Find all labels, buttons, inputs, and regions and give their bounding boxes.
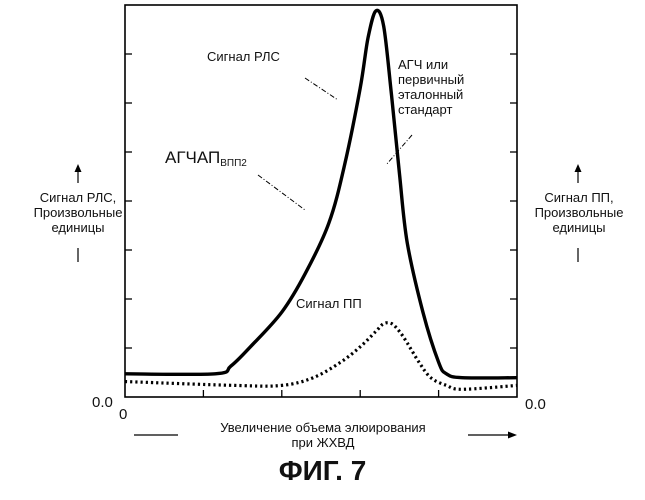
annotation-agch-standard: АГЧ или первичный эталонный стандарт [398, 57, 464, 117]
figure-caption: ФИГ. 7 [0, 455, 645, 487]
annotation-pp-signal: Сигнал ПП [296, 296, 362, 311]
annotation-rls-signal: Сигнал РЛС [207, 49, 280, 64]
left-y-axis-label: Сигнал РЛС, Произвольные единицы [3, 190, 153, 235]
annotation-leader [305, 78, 338, 100]
annotation-agchap-subscript: ВПП2 [220, 158, 247, 169]
x-axis-label-line2: при ЖХВД [175, 435, 471, 450]
right-y-axis-label: Сигнал ПП, Произвольные единицы [504, 190, 645, 235]
x-axis-label-line1: Увеличение объема элюирования [175, 420, 471, 435]
annotation-agchap: АГЧАПВПП2 [165, 150, 247, 171]
annotation-leaders [258, 78, 412, 210]
left-y-zero-label: 0.0 [92, 395, 113, 410]
right-y-zero-label: 0.0 [525, 397, 546, 412]
series-line-pp-signal [125, 323, 517, 390]
x-zero-label: 0 [119, 407, 127, 422]
bottom-axis-ticks [203, 390, 438, 397]
annotation-leader [258, 175, 305, 210]
annotation-agchap-main: АГЧАП [165, 148, 220, 167]
